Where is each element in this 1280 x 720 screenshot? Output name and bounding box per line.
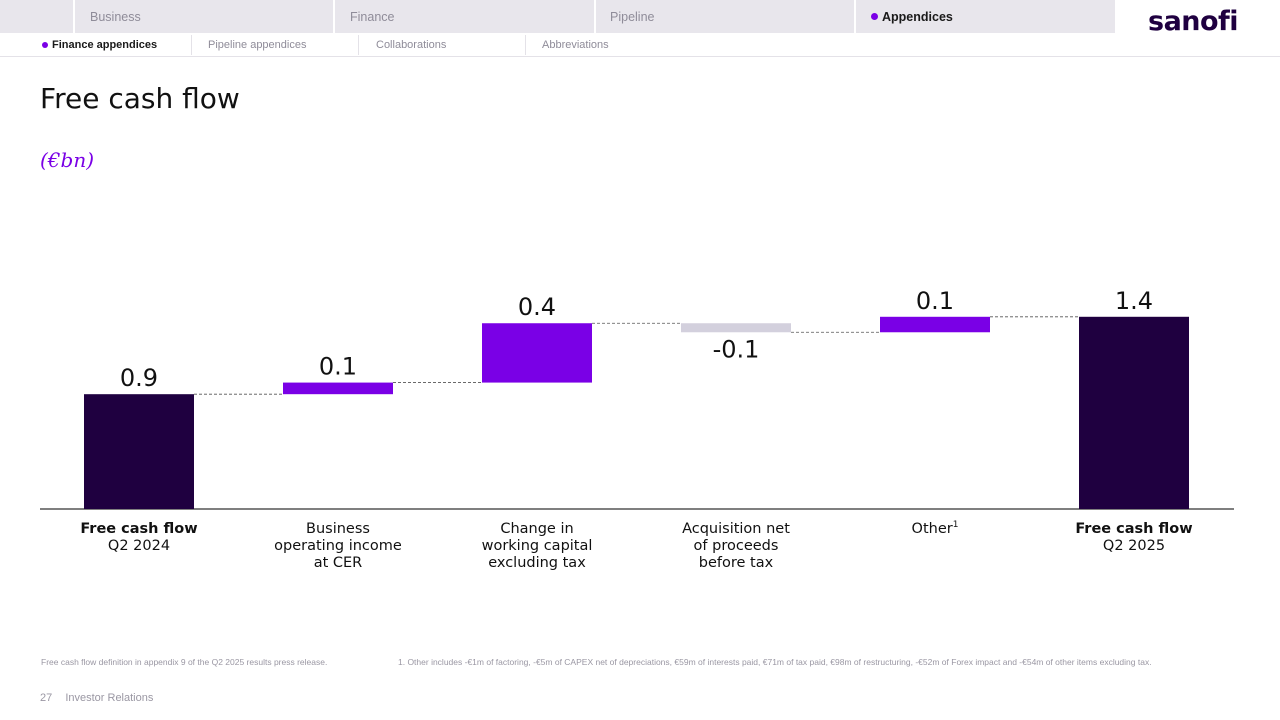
footnote-marker: 1 [952,520,959,531]
footer-section: Investor Relations [65,692,154,704]
active-dot-icon [42,42,48,48]
category-label-line: working capital [481,538,593,554]
waterfall-chart: 0.9 0.1 0.4 -0.1 0.1 1.4 [40,287,1234,510]
bar-6 [1079,316,1189,509]
category-label-1: Free cash flow Q2 2024 [54,521,224,555]
subtab-pipeline-appendices[interactable]: Pipeline appendices [208,33,306,57]
data-label-2: 0.1 [319,353,357,381]
sanofi-logo[interactable]: sanofi [1148,6,1239,37]
bar-4 [681,323,791,333]
bar-2 [283,382,393,395]
unit-label: (€bn) [40,148,95,172]
active-dot-icon [871,13,878,20]
subtab-label: Finance appendices [52,39,158,51]
tab-label: Appendices [882,9,953,24]
category-label-line: Acquisition net [682,521,790,537]
subtab-label: Pipeline appendices [208,39,307,51]
tab-label: Finance [350,9,395,24]
category-label-line: Change in [500,521,574,537]
subtab-abbreviations[interactable]: Abbreviations [542,33,609,57]
nav-divider [333,0,335,33]
page-number: 27 [40,692,53,704]
subtab-collaborations[interactable]: Collaborations [376,33,446,57]
subtab-label: Abbreviations [542,39,609,51]
category-label-line: Q2 2024 [107,538,171,554]
category-label-2: Business operating income at CER [253,521,423,572]
category-label-6: Free cash flow Q2 2025 [1049,521,1219,555]
bar-3 [482,323,592,383]
category-label-5: Other1 [850,521,1020,538]
bar-1 [84,394,194,509]
category-label-4: Acquisition net of proceeds before tax [651,521,821,572]
data-label-1: 0.9 [120,364,158,392]
tab-label: Pipeline [610,9,655,24]
subtab-label: Collaborations [376,39,447,51]
tab-appendices[interactable]: Appendices [871,0,953,33]
data-label-5: 0.1 [916,287,954,315]
category-label-line: of proceeds [693,538,779,554]
category-label-line: operating income [274,538,402,554]
tab-business[interactable]: Business [90,0,141,33]
bar-5 [880,316,990,333]
category-label-3: Change in working capital excluding tax [452,521,622,572]
sub-navigation: Finance appendices Pipeline appendices C… [0,33,1280,57]
subnav-divider [525,35,526,55]
category-label-line: before tax [698,555,774,571]
footer: 27 Investor Relations [40,692,163,704]
category-label-bold: Free cash flow [80,521,198,537]
data-label-4: -0.1 [713,335,760,363]
nav-divider [73,0,75,33]
tab-label: Business [90,9,141,24]
footnote-definition: Free cash flow definition in appendix 9 … [41,657,328,667]
nav-divider [594,0,596,33]
category-label-line: at CER [313,555,363,571]
category-label-line: Q2 2025 [1102,538,1166,554]
tab-pipeline[interactable]: Pipeline [610,0,654,33]
category-label-line: excluding tax [488,555,586,571]
data-label-6: 1.4 [1115,287,1153,315]
subnav-divider [358,35,359,55]
category-label-line: Other1 [911,520,959,537]
page-title: Free cash flow [40,82,240,115]
top-navigation: Business Finance Pipeline Appendices [0,0,1115,33]
footnote-other: 1. Other includes -€1m of factoring, -€5… [398,657,1152,667]
nav-divider [854,0,856,33]
subtab-finance-appendices[interactable]: Finance appendices [42,33,157,57]
data-label-3: 0.4 [518,293,556,321]
category-label-line: Business [306,521,370,537]
tab-finance[interactable]: Finance [350,0,394,33]
category-label-bold: Free cash flow [1075,521,1193,537]
subnav-divider [191,35,192,55]
